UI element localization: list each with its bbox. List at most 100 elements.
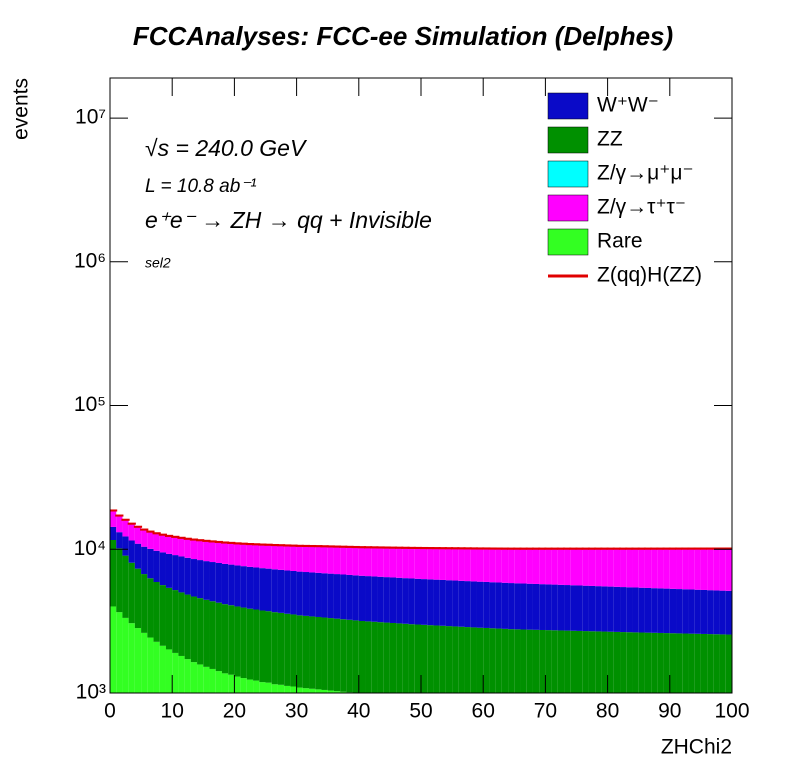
histogram-bin (190, 539, 198, 560)
histogram-bin (234, 676, 241, 693)
histogram-bin (110, 540, 117, 607)
histogram-bin (657, 632, 664, 693)
x-tick-label: 50 (409, 700, 432, 723)
histogram-bin (184, 659, 191, 693)
histogram-bin (134, 568, 142, 629)
histogram-bin (190, 662, 198, 693)
chart-title: FCCAnalyses: FCC-ee Simulation (Delphes) (133, 21, 673, 51)
histogram-bin (333, 574, 341, 619)
histogram-bin (371, 621, 378, 693)
histogram-bin (688, 548, 695, 590)
histogram-bin (470, 548, 477, 582)
histogram-bin (483, 548, 490, 582)
histogram-bin (215, 602, 222, 672)
histogram-bin (159, 534, 166, 553)
histogram-bin (209, 541, 216, 563)
histogram-bin (302, 615, 310, 689)
legend-label: Z/γ→μ⁺μ⁻ (597, 162, 694, 185)
legend-label: Rare (597, 230, 643, 253)
histogram-bin (209, 601, 216, 669)
histogram-bin (116, 612, 123, 693)
legend-swatch (547, 126, 589, 154)
histogram-bin (707, 548, 714, 591)
histogram-bin (371, 547, 378, 577)
histogram-bin (190, 596, 198, 663)
histogram-bin (315, 572, 322, 617)
histogram-bin (321, 617, 328, 690)
histogram-bin (464, 548, 471, 582)
histogram-bin (389, 577, 397, 623)
histogram-bin (346, 619, 353, 693)
histogram-bin (178, 556, 185, 593)
histogram-bin (203, 599, 210, 667)
histogram-bin (178, 592, 185, 656)
histogram-bin (458, 548, 465, 581)
histogram-bin (352, 547, 359, 576)
histogram-bin (582, 585, 589, 632)
legend-label: ZZ (597, 128, 623, 151)
histogram-bin (545, 584, 552, 631)
histogram-bin (358, 575, 366, 621)
histogram-bin (221, 542, 229, 564)
histogram-bin (253, 544, 260, 568)
histogram-bin (153, 641, 160, 693)
histogram-bin (551, 584, 558, 631)
histogram-bin (638, 587, 645, 633)
histogram-bin (526, 583, 533, 630)
histogram-bin (713, 548, 720, 591)
histogram-bin (178, 655, 185, 693)
histogram-bin (321, 573, 328, 618)
histogram-bin (526, 629, 533, 693)
histogram-bin (383, 622, 390, 693)
histogram-bin (688, 589, 695, 634)
histogram-bin (153, 581, 160, 642)
histogram-bin (707, 634, 714, 693)
histogram-bin (141, 546, 148, 575)
histogram-bin (601, 631, 608, 693)
histogram-bin (476, 581, 484, 628)
histogram-bin (389, 622, 397, 693)
histogram-bin (476, 627, 484, 693)
histogram-bin (520, 583, 527, 630)
histogram-bin (557, 630, 565, 693)
histogram-bin (445, 626, 453, 693)
histogram-bin (122, 519, 129, 537)
histogram-bin (221, 673, 229, 693)
histogram-bin (439, 625, 446, 693)
y-tick-label: 10⁵ (74, 393, 106, 416)
histogram-bin (365, 576, 372, 622)
histogram-bin (433, 625, 440, 693)
histogram-bin (240, 678, 247, 693)
histogram-bin (352, 620, 359, 693)
histogram-bin (277, 612, 285, 685)
histogram-bin (246, 544, 254, 567)
histogram-bin (539, 584, 546, 630)
histogram-bin (290, 545, 297, 571)
histogram-bin (159, 645, 166, 693)
histogram-bin (613, 548, 621, 587)
histogram-bin (309, 546, 316, 573)
histogram-bin (296, 615, 303, 688)
histogram-bin (651, 588, 658, 633)
histogram-bin (651, 632, 658, 693)
histogram-bin (464, 627, 471, 693)
histogram-bin (582, 548, 589, 586)
histogram-bin (676, 633, 683, 693)
annotation: sel2 (145, 255, 171, 271)
histogram-bin (682, 633, 689, 693)
histogram-bin (259, 682, 266, 693)
histogram-bin (259, 610, 266, 683)
x-tick-label: 40 (347, 700, 370, 723)
histogram-bin (588, 585, 596, 632)
histogram-bin (184, 594, 191, 660)
histogram-bin (588, 548, 596, 586)
histogram-bin (576, 630, 583, 693)
histogram-bin (197, 664, 204, 693)
histogram-bin (147, 637, 154, 693)
histogram-bin (340, 546, 347, 575)
histogram-bin (197, 598, 204, 665)
histogram-bin (607, 586, 614, 632)
histogram-bin (116, 515, 123, 533)
histogram-bin (122, 555, 129, 618)
histogram-bin (421, 624, 428, 693)
